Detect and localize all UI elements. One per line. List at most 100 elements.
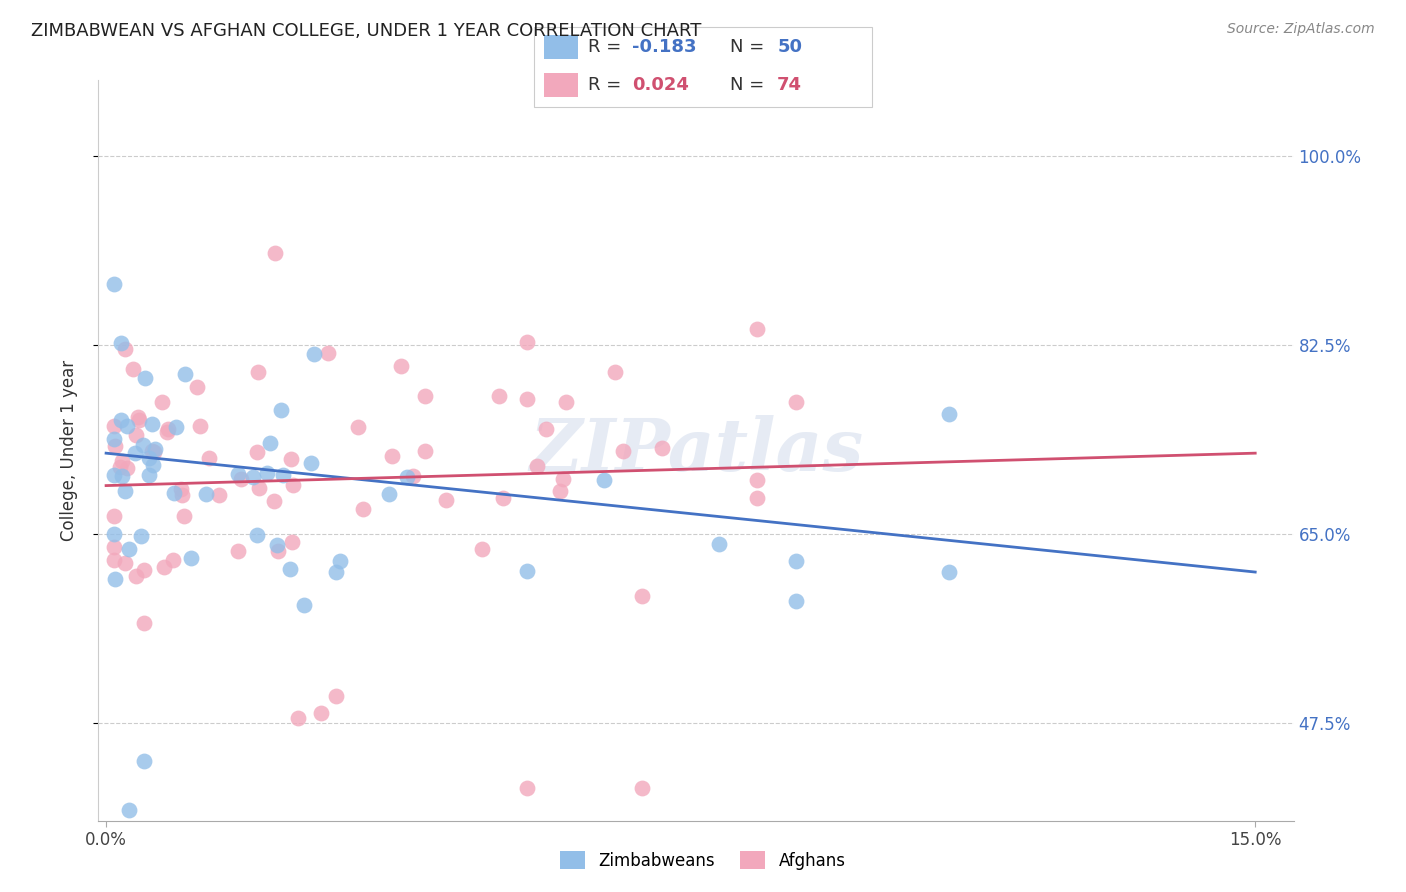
Point	[118, 803, 141, 817]
Point	[162, 553, 184, 567]
Point	[938, 565, 960, 579]
Point	[246, 528, 269, 542]
Point	[603, 365, 626, 379]
Point	[103, 526, 125, 541]
Point	[141, 417, 163, 432]
Point	[141, 444, 163, 458]
Point	[108, 459, 131, 474]
Point	[142, 458, 165, 472]
Point	[747, 322, 769, 336]
Point	[127, 410, 149, 425]
Point	[226, 544, 249, 558]
Point	[401, 468, 423, 483]
Point	[103, 540, 125, 554]
Point	[413, 389, 436, 403]
Point	[263, 494, 285, 508]
Point	[263, 246, 285, 260]
Point	[299, 456, 322, 470]
Point	[292, 598, 315, 612]
Point	[122, 362, 145, 376]
Point	[110, 335, 132, 350]
Point	[413, 443, 436, 458]
Point	[142, 444, 165, 458]
Point	[266, 538, 288, 552]
Point	[391, 359, 413, 374]
Point	[134, 371, 156, 385]
Point	[651, 441, 673, 455]
Point	[516, 335, 538, 350]
Point	[247, 365, 270, 379]
Point	[471, 542, 494, 557]
Point	[103, 277, 125, 292]
Text: N =: N =	[730, 77, 770, 95]
FancyBboxPatch shape	[544, 35, 578, 59]
Point	[124, 446, 146, 460]
Point	[526, 459, 548, 474]
Point	[180, 551, 202, 566]
FancyBboxPatch shape	[544, 73, 578, 97]
Point	[434, 492, 457, 507]
Point	[156, 422, 179, 436]
Point	[132, 615, 155, 630]
Point	[352, 502, 374, 516]
Point	[747, 473, 769, 487]
Point	[280, 451, 302, 466]
Point	[534, 422, 557, 436]
Point	[111, 468, 134, 483]
Point	[186, 380, 208, 394]
Point	[396, 469, 419, 483]
Point	[612, 444, 634, 458]
Text: R =: R =	[588, 37, 627, 56]
Point	[128, 413, 150, 427]
Point	[165, 419, 187, 434]
Point	[631, 781, 654, 796]
Point	[281, 535, 304, 549]
FancyBboxPatch shape	[534, 27, 872, 107]
Point	[785, 395, 807, 409]
Point	[309, 706, 332, 720]
Point	[125, 427, 148, 442]
Point	[554, 395, 576, 409]
Text: 0.024: 0.024	[633, 77, 689, 95]
Point	[247, 481, 270, 495]
Point	[747, 491, 769, 505]
Point	[103, 418, 125, 433]
Point	[593, 473, 616, 487]
Point	[110, 413, 132, 427]
Point	[150, 395, 173, 409]
Point	[270, 403, 292, 417]
Point	[231, 472, 253, 486]
Point	[548, 483, 571, 498]
Point	[938, 407, 960, 421]
Point	[281, 478, 304, 492]
Point	[134, 754, 156, 768]
Point	[103, 509, 125, 524]
Text: N =: N =	[730, 37, 770, 56]
Point	[138, 451, 160, 466]
Point	[170, 482, 193, 496]
Point	[104, 439, 127, 453]
Point	[208, 488, 231, 502]
Point	[156, 425, 179, 439]
Point	[785, 554, 807, 568]
Point	[381, 449, 404, 463]
Point	[488, 389, 510, 403]
Point	[378, 487, 401, 501]
Point	[172, 488, 194, 502]
Point	[329, 553, 352, 567]
Point	[516, 781, 538, 796]
Point	[246, 445, 269, 459]
Point	[198, 451, 221, 466]
Point	[117, 461, 139, 475]
Point	[143, 442, 166, 457]
Point	[551, 471, 574, 485]
Text: ZIMBABWEAN VS AFGHAN COLLEGE, UNDER 1 YEAR CORRELATION CHART: ZIMBABWEAN VS AFGHAN COLLEGE, UNDER 1 YE…	[31, 22, 702, 40]
Point	[114, 483, 136, 498]
Point	[173, 367, 195, 381]
Point	[132, 438, 155, 452]
Point	[278, 562, 301, 576]
Point	[152, 560, 174, 574]
Point	[114, 342, 136, 356]
Point	[173, 509, 195, 524]
Text: ZIPatlas: ZIPatlas	[529, 415, 863, 486]
